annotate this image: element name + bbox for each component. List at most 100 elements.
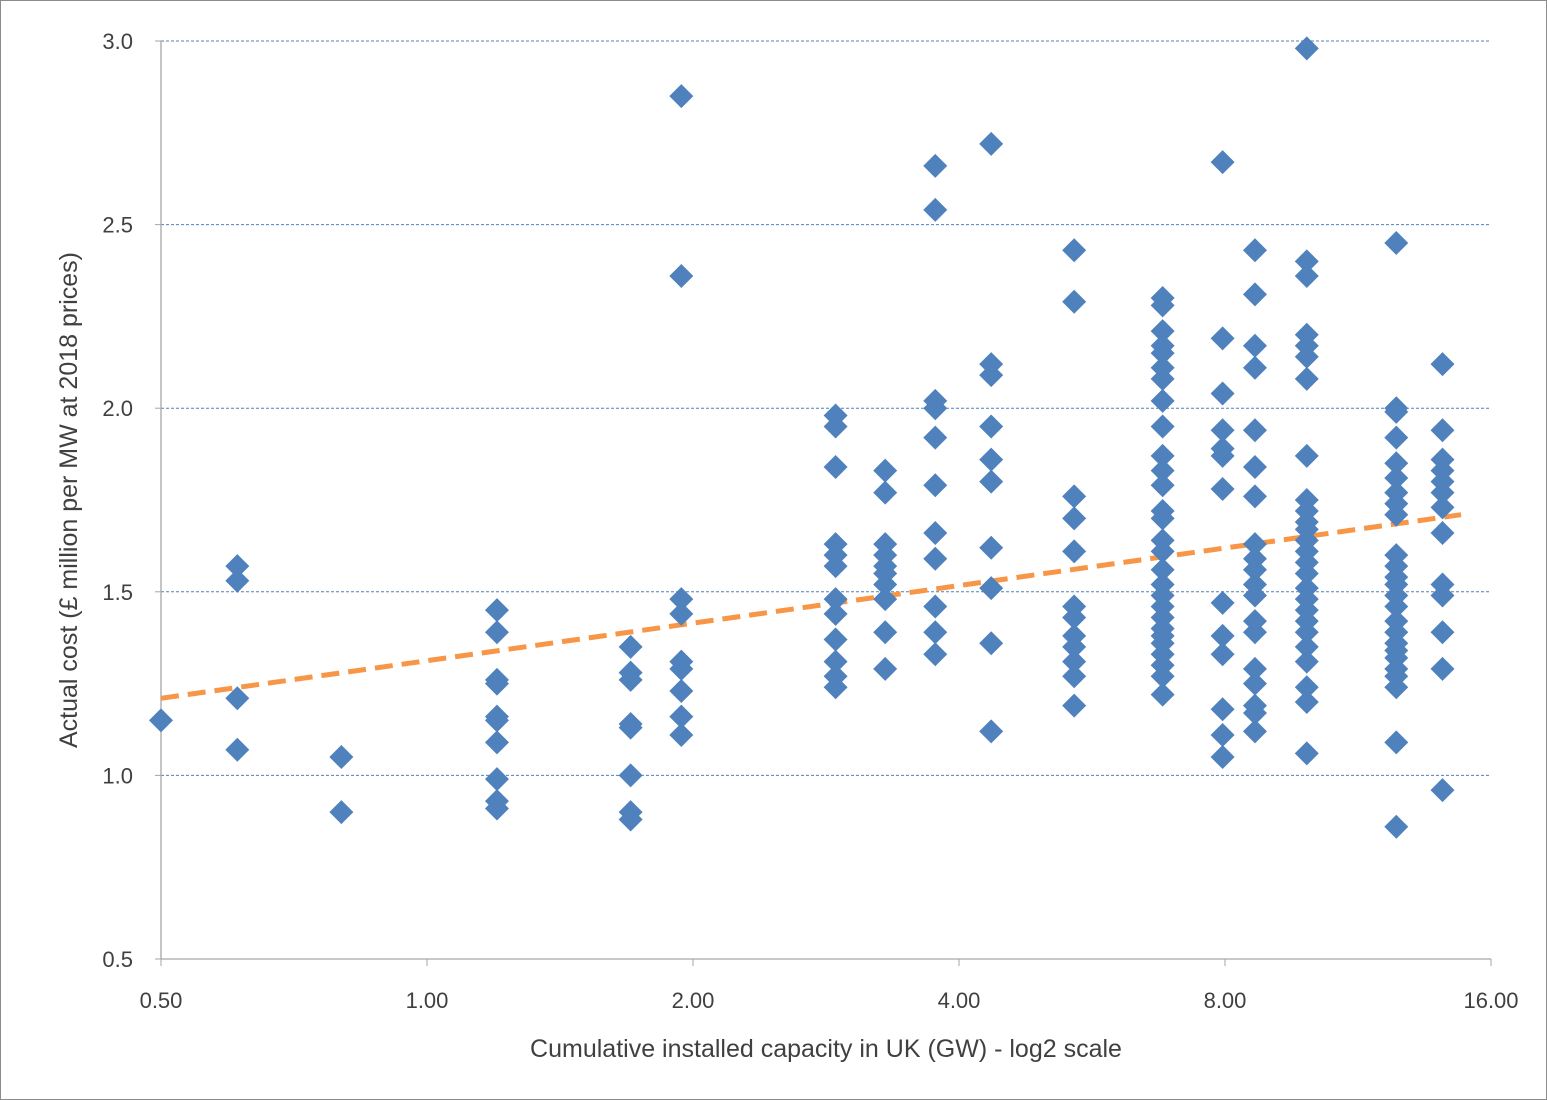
data-point <box>1384 502 1409 527</box>
data-point <box>823 649 848 674</box>
data-point <box>1430 480 1455 505</box>
data-point <box>1242 333 1267 358</box>
y-tick-label: 3.0 <box>102 29 133 54</box>
data-point <box>1384 425 1409 450</box>
data-point <box>923 197 948 222</box>
data-point <box>329 800 354 825</box>
x-tick-label: 0.50 <box>140 988 183 1013</box>
data-point <box>823 414 848 439</box>
data-point <box>618 634 643 659</box>
data-point <box>1150 682 1175 707</box>
data-point <box>1430 620 1455 645</box>
data-point <box>1242 282 1267 307</box>
data-point <box>979 576 1004 601</box>
data-point <box>873 480 898 505</box>
trendline-layer <box>160 512 1462 701</box>
data-point <box>484 767 509 792</box>
data-point <box>484 598 509 623</box>
data-point <box>1062 649 1087 674</box>
data-point <box>979 131 1004 156</box>
data-point <box>1294 675 1319 700</box>
data-point <box>1062 634 1087 659</box>
data-point <box>923 594 948 619</box>
data-point <box>1384 730 1409 755</box>
data-point <box>1210 150 1235 175</box>
gridlines <box>161 40 1491 776</box>
data-point <box>1430 495 1455 520</box>
data-point <box>923 521 948 546</box>
data-point <box>1242 719 1267 744</box>
data-point <box>669 601 694 626</box>
data-point <box>1242 583 1267 608</box>
data-point <box>1210 418 1235 443</box>
y-tick-label: 2.5 <box>102 213 133 238</box>
data-point <box>1210 381 1235 406</box>
data-point <box>669 656 694 681</box>
data-point <box>1294 689 1319 714</box>
data-point <box>1384 465 1409 490</box>
data-point <box>979 719 1004 744</box>
data-point <box>873 572 898 597</box>
axes <box>155 40 1492 966</box>
data-point <box>979 631 1004 656</box>
data-point <box>873 458 898 483</box>
data-point <box>225 568 250 593</box>
data-point <box>329 745 354 770</box>
data-points <box>149 36 1455 839</box>
data-point <box>1294 264 1319 289</box>
data-point <box>484 796 509 821</box>
data-point <box>1384 675 1409 700</box>
data-point <box>1150 664 1175 689</box>
data-point <box>923 620 948 645</box>
data-point <box>1294 36 1319 61</box>
y-axis-title: Actual cost (£ million per MW at 2018 pr… <box>55 252 83 748</box>
y-tick-label: 1.5 <box>102 580 133 605</box>
data-point <box>1430 521 1455 546</box>
data-point <box>1242 557 1267 582</box>
data-point <box>1210 697 1235 722</box>
data-point <box>1210 590 1235 615</box>
data-point <box>1294 366 1319 391</box>
data-point <box>979 447 1004 472</box>
data-point <box>1210 326 1235 351</box>
data-point <box>873 587 898 612</box>
data-point <box>873 620 898 645</box>
data-point <box>979 414 1004 439</box>
data-point <box>1242 700 1267 725</box>
data-point <box>484 620 509 645</box>
data-point <box>823 587 848 612</box>
data-point <box>1294 741 1319 766</box>
data-point <box>225 686 250 711</box>
data-point <box>1062 238 1087 263</box>
data-point <box>149 708 173 733</box>
data-point <box>1062 506 1087 531</box>
data-point <box>1242 238 1267 263</box>
data-point <box>1210 745 1235 770</box>
x-axis-title: Cumulative installed capacity in UK (GW)… <box>530 1035 1122 1063</box>
data-point <box>873 656 898 681</box>
data-point <box>1384 399 1409 424</box>
data-point <box>669 84 694 109</box>
y-tick-label: 1.0 <box>102 763 133 788</box>
data-point <box>1150 443 1175 468</box>
data-point <box>823 554 848 579</box>
data-point <box>1294 344 1319 369</box>
data-point <box>1294 561 1319 586</box>
data-point <box>1384 230 1409 255</box>
data-point <box>1242 454 1267 479</box>
data-point <box>823 601 848 626</box>
data-point <box>1062 484 1087 509</box>
data-point <box>923 425 948 450</box>
data-point <box>823 454 848 479</box>
data-point <box>1430 583 1455 608</box>
data-point <box>1150 458 1175 483</box>
data-point <box>1062 289 1087 314</box>
data-point <box>1242 532 1267 557</box>
x-tick-label: 4.00 <box>938 988 981 1013</box>
data-point <box>923 396 948 421</box>
data-point <box>669 587 694 612</box>
data-point <box>1294 249 1319 274</box>
data-point <box>618 667 643 692</box>
data-point <box>669 678 694 703</box>
data-point <box>618 763 643 788</box>
